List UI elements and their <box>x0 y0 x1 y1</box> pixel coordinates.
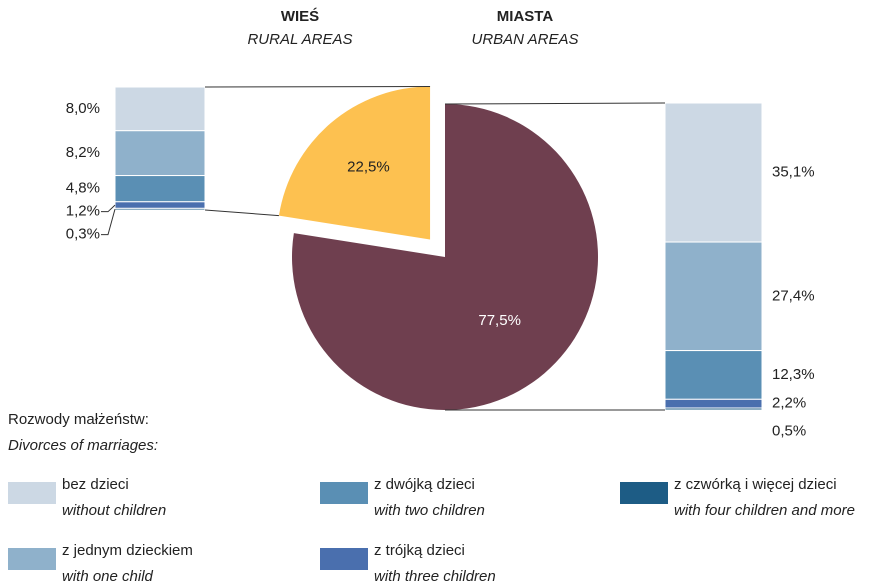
legend-label-en: without children <box>62 502 166 519</box>
bar-segment <box>664 241 763 352</box>
urban-subtitle: URBAN AREAS <box>472 31 579 48</box>
legend-label: z trójką dzieci <box>374 542 465 559</box>
legend-swatch <box>8 482 56 504</box>
legend-label: z jednym dzieckiem <box>62 542 193 559</box>
legend-label: bez dzieci <box>62 476 129 493</box>
bar-segment <box>664 102 763 243</box>
bar-segment <box>114 175 206 203</box>
bar-segment <box>114 207 206 211</box>
bar-label: 2,2% <box>772 395 806 412</box>
bar-label: 1,2% <box>66 203 100 220</box>
leader-line <box>101 204 116 213</box>
leader-line <box>101 209 116 236</box>
bar-label: 35,1% <box>772 163 815 180</box>
urban-title: MIASTA <box>497 8 554 25</box>
legend-swatch <box>320 548 368 570</box>
pie-slice <box>278 86 431 240</box>
pie-label: 22,5% <box>347 158 390 175</box>
bar-segment <box>664 350 763 400</box>
connector <box>204 209 279 217</box>
legend-swatch <box>620 482 668 504</box>
pie-label: 77,5% <box>478 312 521 329</box>
legend-label-en: with four children and more <box>674 502 855 519</box>
bar-label: 8,2% <box>66 144 100 161</box>
rural-title: WIEŚ <box>281 7 319 25</box>
bar-segment <box>114 86 206 132</box>
legend-label: z dwójką dzieci <box>374 476 475 493</box>
legend-subtitle: Divorces of marriages: <box>8 437 158 454</box>
bar-segment <box>664 407 763 411</box>
bar-segment <box>664 398 763 409</box>
legend-label-en: with three children <box>374 568 496 585</box>
connector <box>444 102 666 105</box>
bar-label: 4,8% <box>66 180 100 197</box>
legend-label-en: with one child <box>62 568 154 585</box>
legend-label: z czwórką i więcej dzieci <box>674 476 837 493</box>
rural-subtitle: RURAL AREAS <box>247 31 352 48</box>
legend-title: Rozwody małżeństw: <box>8 411 149 428</box>
legend-swatch <box>8 548 56 570</box>
legend-swatch <box>320 482 368 504</box>
bar-label: 0,5% <box>772 423 806 440</box>
bar-segment <box>114 130 206 177</box>
bar-label: 0,3% <box>66 226 100 243</box>
bar-label: 27,4% <box>772 287 815 304</box>
bar-label: 8,0% <box>66 100 100 117</box>
legend-label-en: with two children <box>374 502 485 519</box>
bar-label: 12,3% <box>772 366 815 383</box>
bar-segment <box>114 201 206 209</box>
pie-slice <box>292 104 599 410</box>
